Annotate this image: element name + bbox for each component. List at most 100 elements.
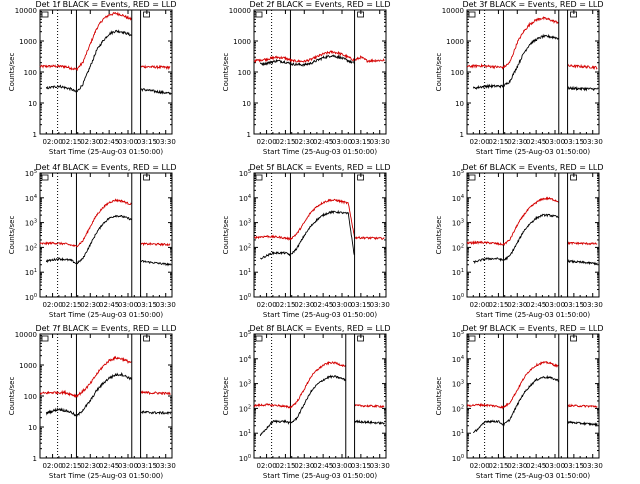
y-tick-exponent: 2: [248, 243, 251, 249]
chart-panel-7f: Det 7f BLACK = Events, RED = LLD02:0002:…: [8, 324, 177, 480]
x-tick-label: 02:30: [294, 138, 314, 146]
x-tick-label: 02:00: [256, 301, 276, 309]
chart-title: Det 5f BLACK = Events, RED = LLD: [249, 163, 390, 172]
y-tick-label: 101: [452, 268, 464, 277]
y-tick-exponent: 1: [461, 429, 464, 435]
y-tick-exponent: 3: [248, 219, 251, 225]
y-axis-label: Counts/sec: [8, 216, 16, 255]
x-tick-label: 02:45: [99, 138, 119, 146]
y-tick-exponent: 1: [248, 268, 251, 274]
corner-marker: [357, 11, 364, 18]
x-tick-label: 02:45: [99, 462, 119, 470]
y-tick-exponent: 0: [34, 293, 37, 299]
y-tick-label: 10: [28, 100, 37, 108]
chart-panel-5f: Det 5f BLACK = Events, RED = LLD02:0002:…: [222, 163, 391, 319]
y-tick-mantissa: 10: [239, 455, 248, 463]
x-tick-label: 02:45: [313, 462, 333, 470]
y-tick-label: 100: [25, 293, 37, 302]
series-line-lld: [466, 16, 598, 71]
series-line-lld: [253, 198, 385, 241]
y-tick-mantissa: 10: [452, 331, 461, 339]
y-tick-exponent: 3: [461, 380, 464, 386]
y-tick-exponent: 4: [248, 355, 251, 361]
y-tick-label: 100: [239, 454, 251, 463]
x-tick-label: 02:15: [488, 301, 508, 309]
series-line-lld: [253, 50, 385, 64]
x-tick-label: 03:30: [156, 138, 176, 146]
corner-marker: [143, 335, 150, 342]
x-tick-label: 02:15: [61, 462, 81, 470]
x-tick-label: 02:45: [526, 138, 546, 146]
y-tick-label: 102: [25, 243, 37, 252]
y-tick-label: 100: [24, 69, 37, 77]
y-tick-exponent: 3: [461, 219, 464, 225]
y-tick-exponent: 0: [248, 454, 251, 460]
series-line-events: [260, 209, 355, 260]
y-tick-label: 104: [239, 355, 251, 364]
x-tick-label: 02:30: [294, 462, 314, 470]
series-line-lld: [39, 355, 171, 399]
corner-marker: [41, 174, 49, 181]
chart-panel-2f: Det 2f BLACK = Events, RED = LLD02:0002:…: [222, 0, 391, 156]
x-tick-label: 03:30: [370, 138, 390, 146]
axes-frame: [39, 333, 173, 459]
y-tick-mantissa: 10: [452, 405, 461, 413]
x-tick-label: 03:30: [583, 138, 603, 146]
x-tick-label: 02:00: [469, 301, 489, 309]
x-tick-label: 03:00: [332, 138, 352, 146]
axes-frame: [253, 333, 387, 459]
series-line-events: [259, 54, 355, 68]
y-tick-label: 1000: [233, 38, 251, 46]
chart-panel-4f: Det 4f BLACK = Events, RED = LLD02:0002:…: [8, 163, 177, 319]
x-tick-label: 03:15: [351, 301, 371, 309]
y-tick-label: 103: [25, 219, 37, 228]
y-tick-mantissa: 10: [239, 170, 248, 178]
x-tick-label: 03:30: [370, 301, 390, 309]
y-tick-mantissa: 10: [239, 195, 248, 203]
x-tick-label: 03:15: [351, 462, 371, 470]
y-axis-label: Counts/sec: [435, 377, 443, 416]
x-tick-label: 02:15: [488, 462, 508, 470]
corner-marker: [143, 174, 150, 181]
x-tick-label: 02:45: [526, 462, 546, 470]
y-tick-mantissa: 10: [239, 405, 248, 413]
x-tick-label: 03:00: [545, 138, 565, 146]
corner-marker: [570, 335, 577, 342]
y-tick-mantissa: 10: [239, 294, 248, 302]
y-tick-mantissa: 10: [239, 220, 248, 228]
y-tick-label: 104: [452, 355, 464, 364]
chart-title: Det 6f BLACK = Events, RED = LLD: [462, 163, 603, 172]
y-tick-exponent: 4: [461, 355, 464, 361]
x-tick-label: 03:30: [156, 462, 176, 470]
chart-panel-3f: Det 3f BLACK = Events, RED = LLD02:0002:…: [435, 0, 604, 156]
x-axis-label: Start Time (25-Aug-03 01:50:00): [263, 311, 377, 319]
x-tick-label: 02:45: [313, 138, 333, 146]
y-tick-label: 102: [239, 404, 251, 413]
y-tick-mantissa: 10: [452, 195, 461, 203]
y-tick-exponent: 0: [461, 293, 464, 299]
corner-marker: [255, 174, 263, 181]
y-tick-label: 1000: [19, 362, 37, 370]
y-tick-label: 103: [239, 380, 251, 389]
y-tick-label: 100: [452, 454, 464, 463]
y-tick-exponent: 5: [34, 169, 37, 175]
y-tick-mantissa: 10: [452, 269, 461, 277]
x-axis-label: Start Time (25-Aug-03 01:50:00): [476, 472, 590, 480]
x-tick-label: 02:15: [61, 138, 81, 146]
y-tick-mantissa: 10: [239, 356, 248, 364]
x-tick-label: 02:30: [507, 301, 527, 309]
corner-marker: [357, 174, 364, 181]
y-tick-exponent: 2: [248, 404, 251, 410]
x-tick-label: 03:15: [137, 462, 157, 470]
y-tick-exponent: 4: [248, 194, 251, 200]
y-tick-mantissa: 10: [25, 220, 34, 228]
x-tick-label: 03:00: [332, 301, 352, 309]
x-tick-label: 03:00: [118, 138, 138, 146]
x-tick-label: 03:15: [137, 138, 157, 146]
y-tick-label: 1: [247, 131, 251, 139]
axes-frame: [39, 172, 173, 298]
corner-marker: [570, 174, 577, 181]
x-tick-label: 02:00: [256, 138, 276, 146]
y-tick-label: 104: [452, 194, 464, 203]
